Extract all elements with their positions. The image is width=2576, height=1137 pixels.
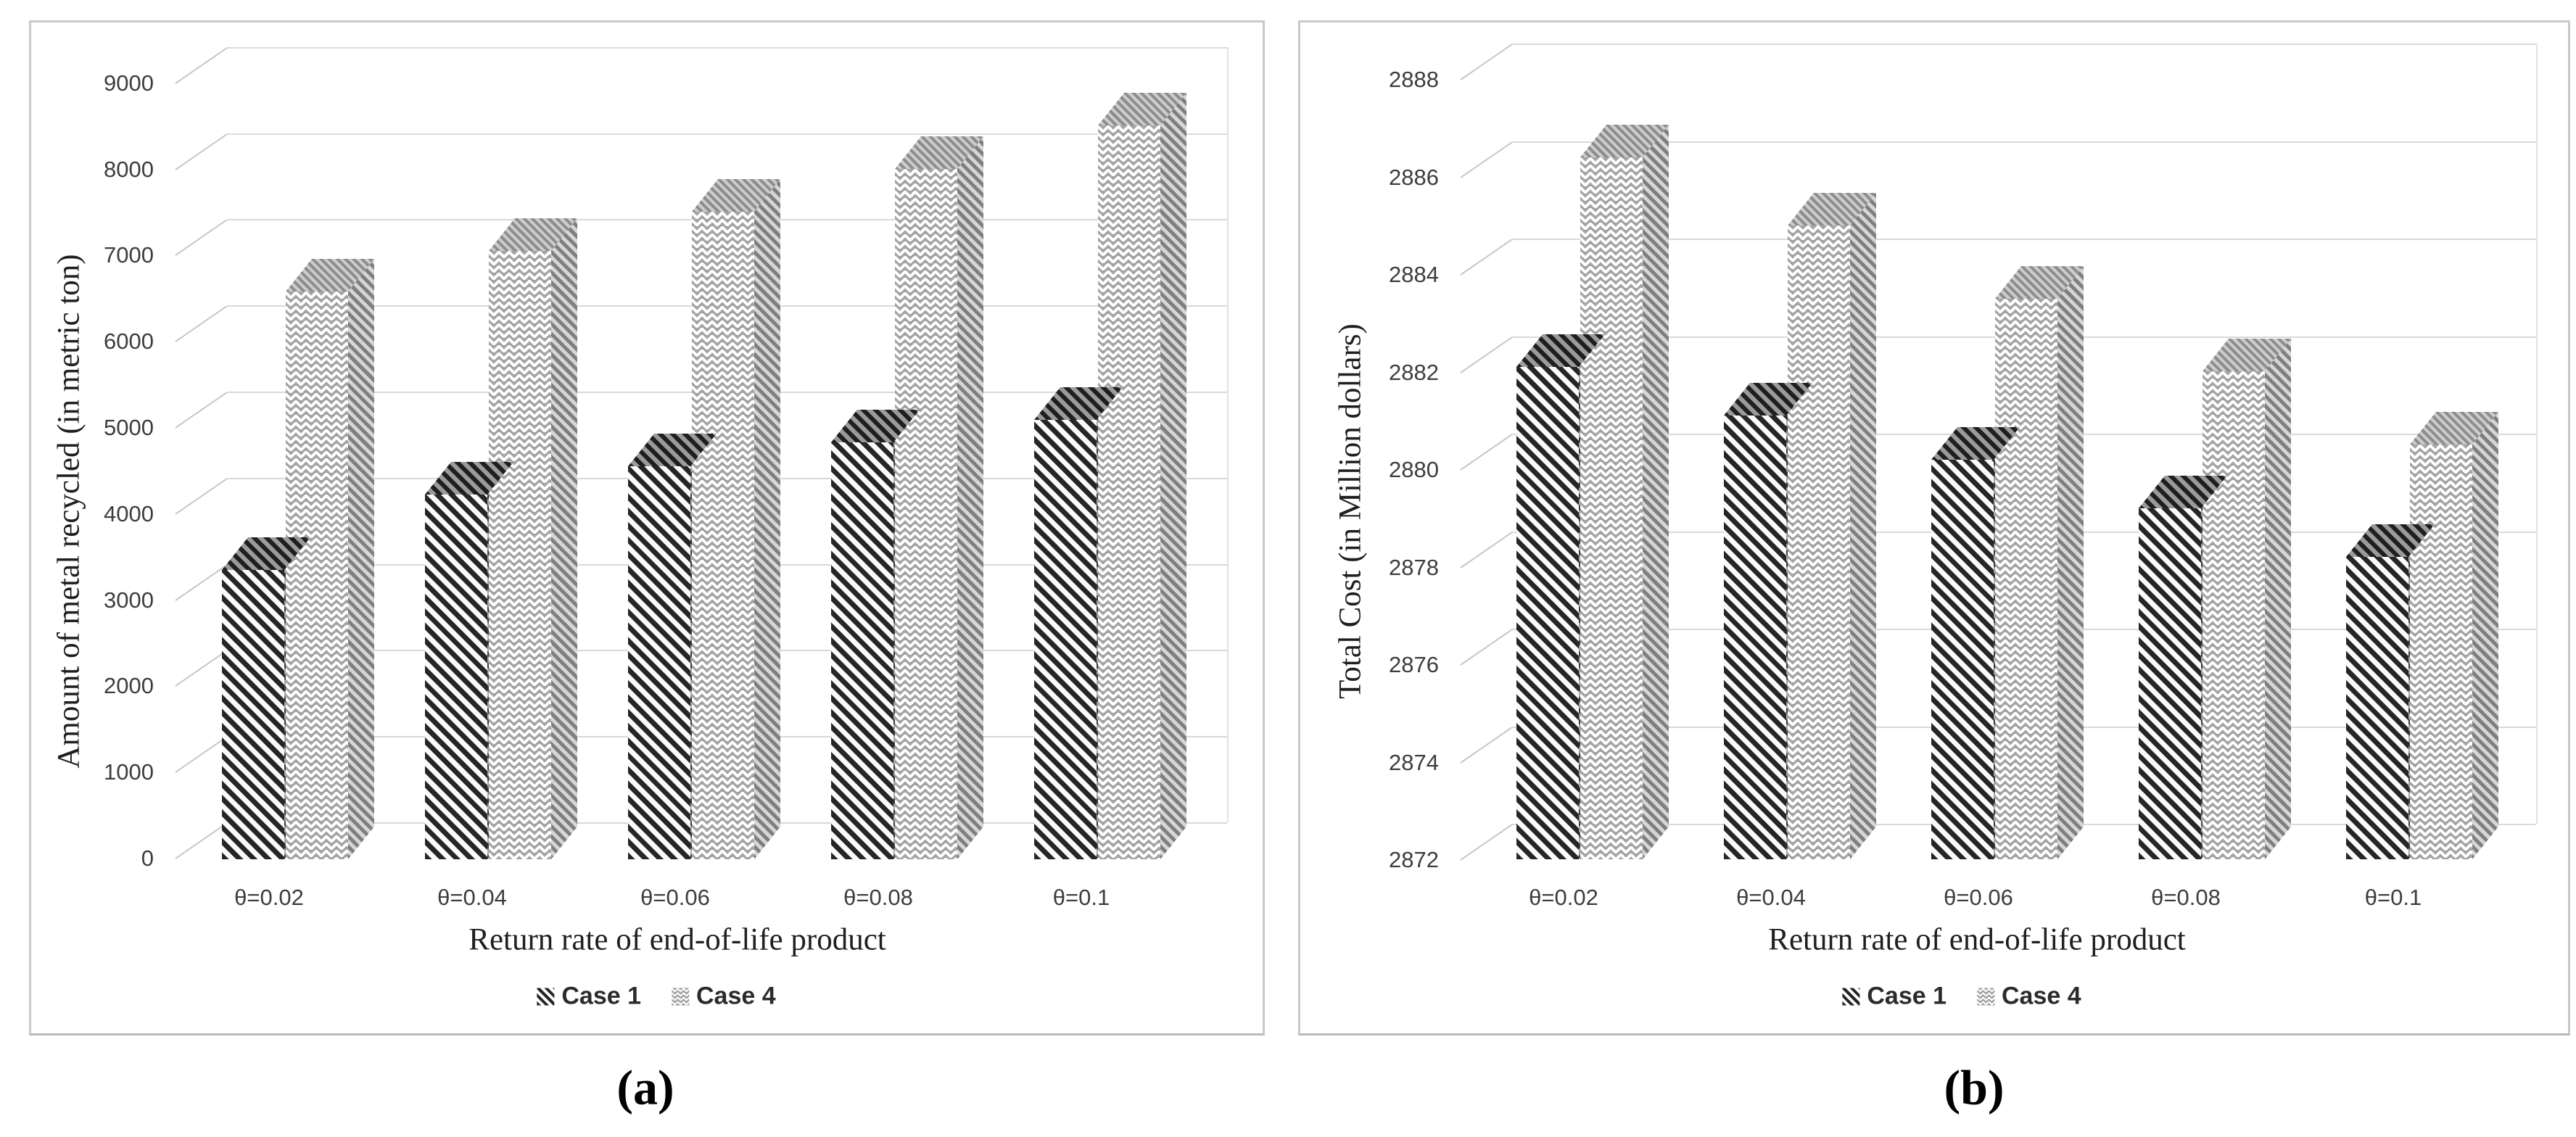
bar-case4-θ=0.06 — [1995, 266, 2084, 859]
legend-item-case4: Case 4 — [1977, 983, 2081, 1011]
bar-case4-θ=0.1 — [2410, 412, 2498, 859]
y-tick-label-2888: 2888 — [1389, 67, 1439, 92]
case4-swatch-icon — [672, 988, 689, 1005]
bar-front-face — [1995, 299, 2057, 859]
y-tick-label-2874: 2874 — [1389, 749, 1439, 775]
bar-front-face — [831, 442, 893, 859]
bar-front-face — [1724, 415, 1786, 859]
bar-front-face — [1580, 157, 1643, 859]
plot-wall-edge — [1227, 46, 1229, 822]
bar-front-face — [1788, 226, 1850, 859]
y-tick-label-5000: 5000 — [104, 415, 154, 440]
bar-front-face — [489, 251, 551, 859]
x-tick-label-θ=0.04: θ=0.04 — [437, 885, 507, 910]
y-tick-label-9000: 9000 — [104, 70, 154, 96]
bar-case4-θ=0.08 — [2203, 339, 2291, 859]
bar-case4-θ=0.04 — [489, 218, 577, 859]
bar-case4-θ=0.08 — [895, 136, 983, 859]
y-tick-label-2880: 2880 — [1389, 457, 1439, 482]
y-tick-label-0: 0 — [141, 845, 154, 871]
y-tick-label-2886: 2886 — [1389, 164, 1439, 190]
y-tick-label-1000: 1000 — [104, 759, 154, 785]
bar-front-face — [2410, 445, 2472, 859]
legend-b: Case 1 Case 4 — [1842, 983, 2081, 1011]
bar-front-face — [1098, 125, 1160, 859]
y-tick-label-2878: 2878 — [1389, 554, 1439, 580]
y-tick-label-8000: 8000 — [104, 156, 154, 182]
gridline-9000 — [227, 46, 1227, 49]
x-axis-title-a: Return rate of end-of-life product — [468, 922, 886, 957]
bar-side-face — [754, 179, 780, 859]
x-tick-label-θ=0.02: θ=0.02 — [234, 885, 304, 910]
x-tick-label-θ=0.1: θ=0.1 — [1052, 885, 1110, 910]
bar-front-face — [1516, 367, 1579, 859]
gridline-2884 — [1512, 239, 2536, 240]
caption-b: (b) — [1944, 1059, 2005, 1115]
x-tick-label-θ=0.06: θ=0.06 — [1944, 885, 2013, 910]
bar-case4-θ=0.02 — [1580, 125, 1669, 859]
bar-side-face — [1643, 125, 1669, 859]
case1-swatch-icon — [537, 988, 555, 1005]
y-tick-label-3000: 3000 — [104, 587, 154, 613]
bar-front-face — [2203, 371, 2265, 859]
bar-case4-θ=0.06 — [692, 179, 780, 859]
legend-label-case1: Case 1 — [1867, 982, 1947, 1010]
x-tick-label-θ=0.04: θ=0.04 — [1736, 885, 1806, 910]
bar-front-face — [895, 169, 957, 859]
x-tick-label-θ=0.08: θ=0.08 — [2151, 885, 2221, 910]
x-tick-label-θ=0.1: θ=0.1 — [2364, 885, 2422, 910]
bar-front-face — [425, 495, 487, 859]
plot-wall-edge — [2536, 44, 2538, 824]
legend-label-case4: Case 4 — [696, 982, 776, 1010]
legend-label-case4: Case 4 — [2002, 982, 2081, 1010]
bar-case4-θ=0.02 — [286, 259, 374, 859]
bar-front-face — [1931, 460, 1994, 859]
bar-case4-θ=0.04 — [1788, 193, 1876, 859]
bar-front-face — [628, 466, 690, 859]
bar-case4-θ=0.1 — [1098, 93, 1186, 859]
legend-a: Case 1 Case 4 — [537, 983, 776, 1011]
y-tick-label-2872: 2872 — [1389, 847, 1439, 872]
legend-label-case1: Case 1 — [561, 982, 641, 1010]
gridline-2886 — [1512, 141, 2536, 143]
y-tick-label-2882: 2882 — [1389, 359, 1439, 385]
bar-side-face — [957, 136, 983, 859]
y-tick-label-7000: 7000 — [104, 242, 154, 268]
legend-item-case4: Case 4 — [672, 983, 776, 1011]
gridline-2888 — [1512, 44, 2536, 45]
bar-front-face — [2139, 508, 2201, 859]
y-tick-label-2000: 2000 — [104, 673, 154, 699]
bar-side-face — [1850, 193, 1876, 859]
bar-side-face — [2057, 266, 2084, 859]
bar-side-face — [2472, 412, 2498, 859]
x-tick-label-θ=0.08: θ=0.08 — [843, 885, 913, 910]
legend-item-case1: Case 1 — [537, 983, 641, 1011]
bar-side-face — [348, 259, 374, 859]
caption-a: (a) — [616, 1059, 674, 1115]
bar-front-face — [286, 292, 348, 859]
bar-front-face — [2346, 557, 2408, 859]
bar-front-face — [692, 212, 754, 859]
legend-item-case1: Case 1 — [1842, 983, 1947, 1011]
gridline-8000 — [227, 133, 1227, 135]
y-tick-label-2876: 2876 — [1389, 652, 1439, 677]
x-tick-label-θ=0.02: θ=0.02 — [1529, 885, 1598, 910]
case1-swatch-icon — [1842, 988, 1860, 1005]
bar-side-face — [1160, 93, 1186, 859]
x-axis-title-b: Return rate of end-of-life product — [1768, 922, 2186, 957]
y-tick-label-2884: 2884 — [1389, 262, 1439, 287]
y-tick-label-4000: 4000 — [104, 500, 154, 526]
bar-front-face — [222, 570, 284, 859]
bar-side-face — [551, 218, 577, 859]
y-tick-label-6000: 6000 — [104, 328, 154, 355]
bar-front-face — [1034, 420, 1097, 859]
bar-side-face — [2265, 339, 2291, 859]
case4-swatch-icon — [1977, 988, 1994, 1005]
x-tick-label-θ=0.06: θ=0.06 — [640, 885, 710, 910]
